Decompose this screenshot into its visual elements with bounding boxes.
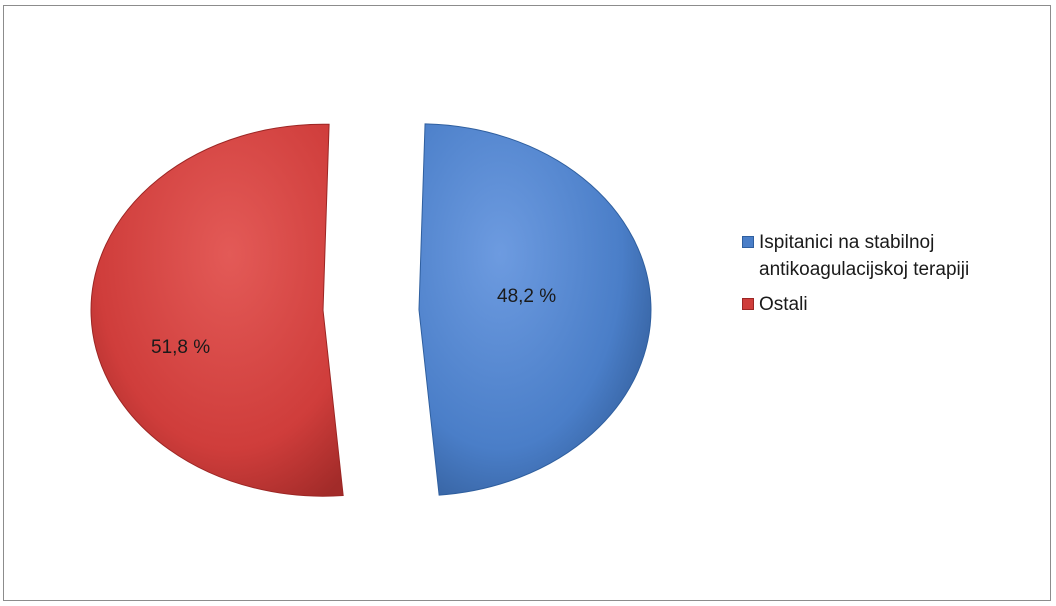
chart-legend: Ispitanici na stabilnoj antikoagulacijsk…: [742, 231, 1042, 328]
legend-label: Ispitanici na stabilnoj antikoagulacijsk…: [759, 232, 970, 280]
slice-label-ostali: 51,8 %: [151, 337, 211, 358]
legend-item-ostali: Ostali: [742, 293, 1042, 318]
slice-label-stabilna: 48,2 %: [497, 286, 557, 307]
pie-slice-0: [418, 123, 652, 496]
legend-swatch-blue: [742, 236, 754, 248]
legend-label: Ostali: [759, 294, 808, 315]
pie-slice-1: [90, 123, 344, 497]
legend-item-stabilna: Ispitanici na stabilnoj antikoagulacijsk…: [742, 231, 1042, 283]
legend-swatch-red: [742, 298, 754, 310]
